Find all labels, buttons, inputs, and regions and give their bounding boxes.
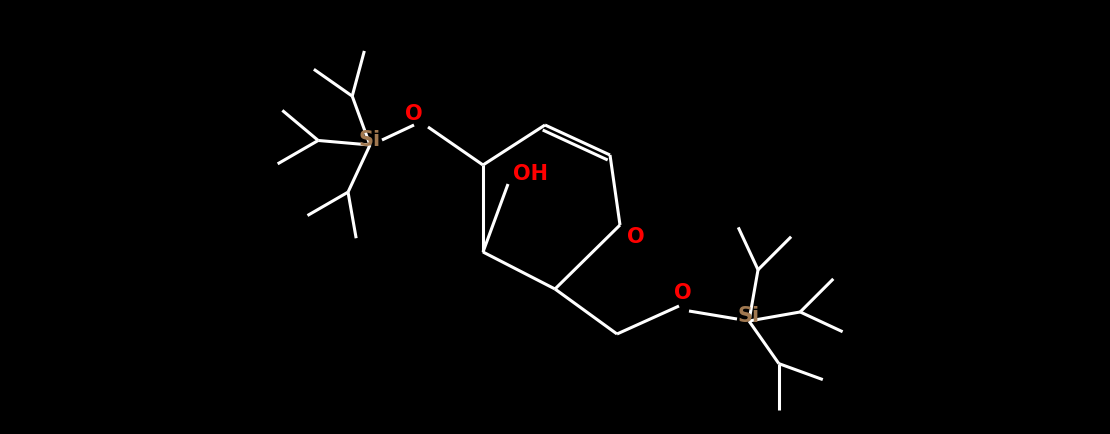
Text: Si: Si [738,306,760,326]
Text: OH: OH [513,164,547,184]
Text: Si: Si [359,130,381,150]
Text: O: O [627,227,645,247]
Text: O: O [405,104,423,124]
Text: O: O [674,283,692,303]
